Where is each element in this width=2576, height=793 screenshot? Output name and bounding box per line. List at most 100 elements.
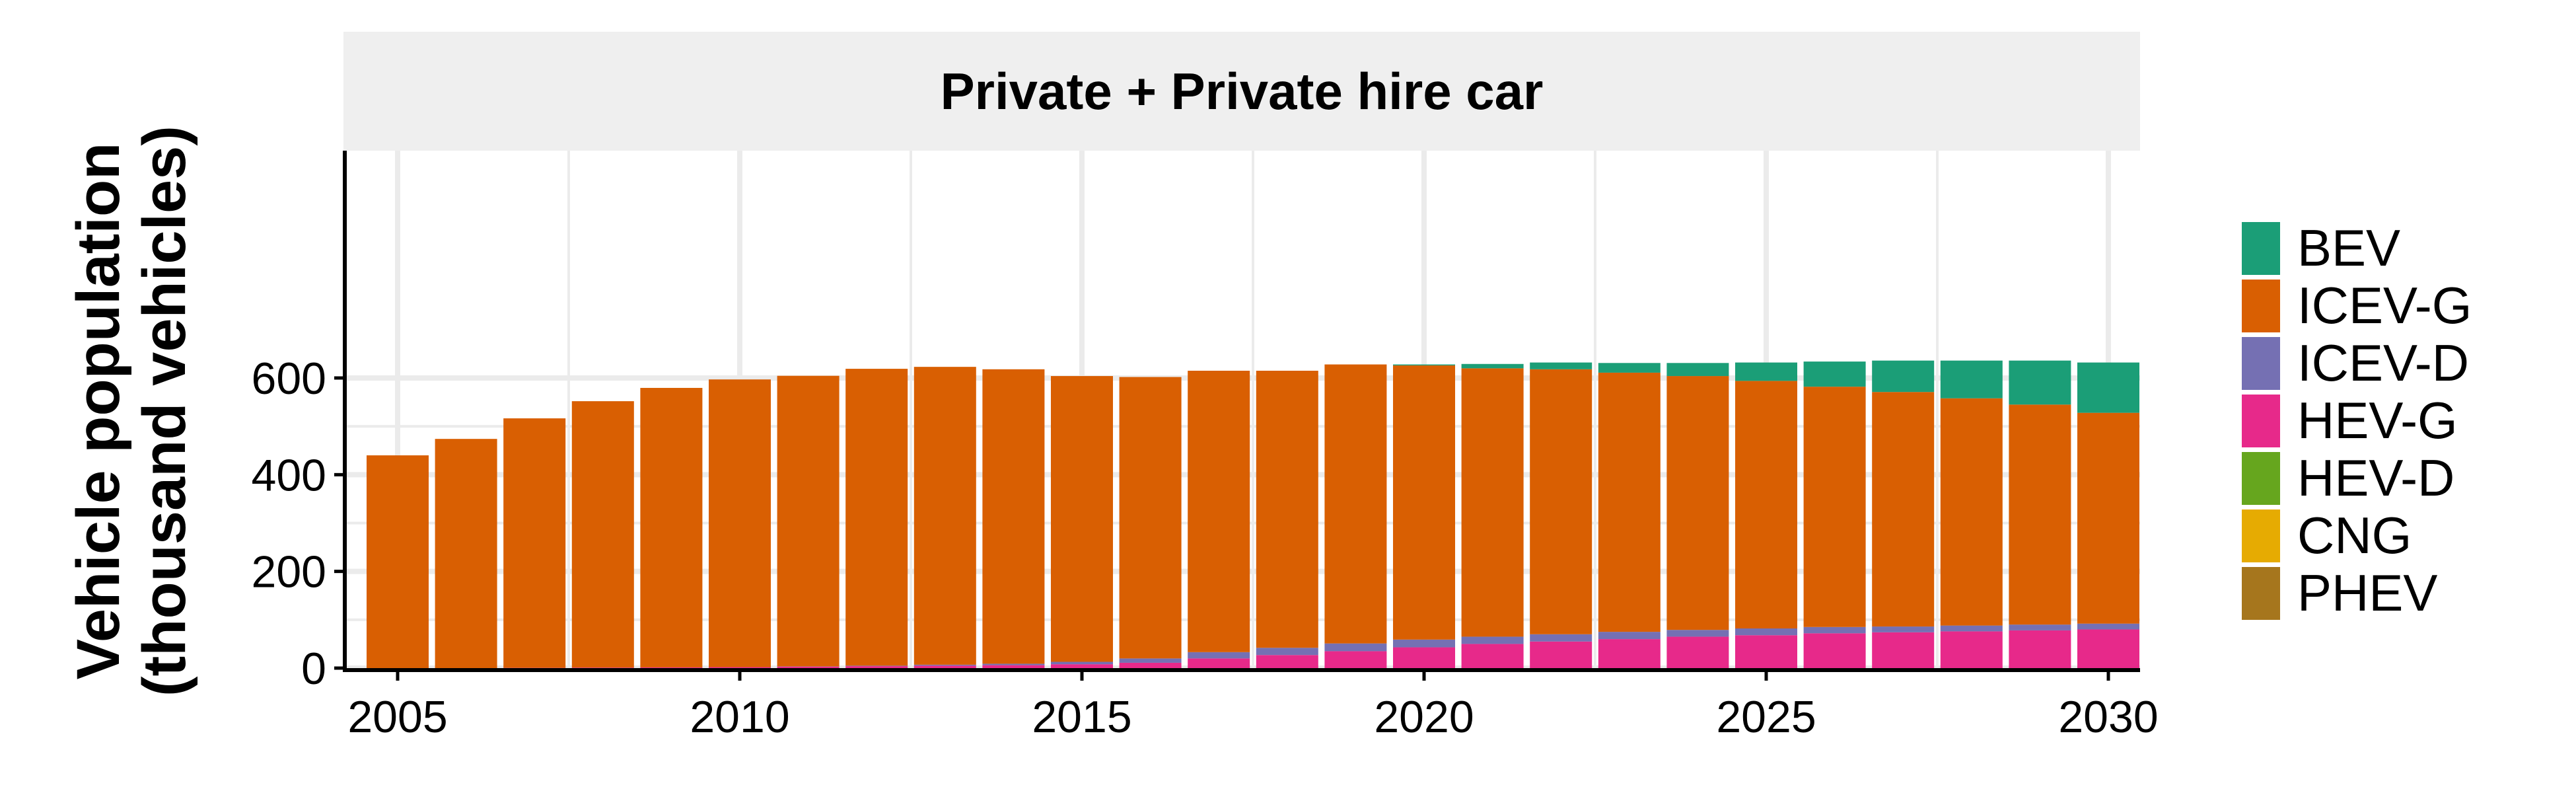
y-tick-label: 0	[301, 644, 326, 694]
bar-segment-hev-g-2020	[1393, 647, 1455, 668]
x-ticks: 2005 2010 2015 2020 2025 2030	[347, 670, 2159, 742]
bars	[367, 360, 2139, 668]
legend-swatch-icev-d	[2242, 337, 2280, 390]
bar-segment-icev-g-2022	[1530, 369, 1592, 634]
bar-segment-bev-2030	[2077, 362, 2139, 413]
y-axis-title: Vehicle population (thousand vehicles)	[65, 126, 198, 697]
bar-segment-icev-d-2015	[1051, 661, 1113, 665]
y-axis-title-line1: Vehicle population	[65, 143, 132, 680]
facet-title: Private + Private hire car	[941, 62, 1544, 120]
bar-segment-icev-g-2026	[1803, 387, 1866, 627]
bar-segment-icev-g-2016	[1119, 377, 1182, 659]
x-tick-label: 2025	[1716, 692, 1816, 742]
bar-segment-hev-g-2024	[1666, 636, 1729, 668]
bar-segment-icev-g-2008	[571, 401, 634, 668]
legend-swatch-phev	[2242, 567, 2280, 620]
bar-segment-icev-g-2020	[1393, 365, 1455, 640]
bar-segment-icev-g-2023	[1598, 372, 1661, 632]
bar-segment-bev-2029	[2009, 360, 2071, 405]
legend-label-hev-d: HEV-D	[2297, 449, 2454, 507]
bar-segment-bev-2023	[1598, 363, 1661, 373]
bar-segment-hev-g-2012	[845, 666, 908, 668]
bar-segment-hev-g-2009	[640, 667, 703, 668]
bar-segment-icev-d-2012	[845, 665, 908, 667]
bar-segment-hev-g-2027	[1872, 632, 1935, 668]
bar-segment-icev-d-2020	[1393, 639, 1455, 648]
legend-label-icev-d: ICEV-D	[2297, 334, 2469, 392]
bar-segment-hev-g-2015	[1051, 664, 1113, 668]
bar-segment-icev-g-2028	[1940, 398, 2003, 626]
bar-segment-icev-g-2012	[845, 369, 908, 666]
bar-segment-icev-d-2021	[1461, 636, 1524, 644]
bar-segment-icev-d-2014	[982, 663, 1045, 665]
bar-segment-hev-g-2018	[1256, 655, 1318, 668]
y-tick-label: 600	[252, 354, 326, 404]
bar-segment-icev-d-2019	[1324, 643, 1387, 652]
bar-segment-icev-d-2016	[1119, 658, 1182, 663]
bar-segment-icev-d-2018	[1256, 648, 1318, 656]
bar-segment-icev-g-2014	[982, 369, 1045, 664]
bar-segment-hev-g-2030	[2077, 629, 2139, 668]
bar-segment-icev-d-2027	[1872, 626, 1935, 632]
bar-segment-hev-g-2011	[777, 666, 840, 668]
legend-swatch-icev-g	[2242, 280, 2280, 332]
bar-segment-bev-2020	[1393, 364, 1455, 365]
legend-label-icev-g: ICEV-G	[2297, 276, 2472, 334]
bar-segment-hev-g-2014	[982, 665, 1045, 668]
bar-segment-icev-g-2027	[1872, 392, 1935, 627]
bar-segment-bev-2026	[1803, 361, 1866, 387]
bar-segment-icev-d-2030	[2077, 623, 2139, 630]
legend-swatch-cng	[2242, 510, 2280, 562]
x-tick-label: 2005	[347, 692, 447, 742]
axes	[343, 151, 2140, 672]
bar-segment-bev-2024	[1666, 363, 1729, 377]
bar-segment-icev-g-2029	[2009, 404, 2071, 625]
bar-segment-hev-g-2028	[1940, 631, 2003, 668]
bar-segment-bev-2022	[1530, 362, 1592, 369]
bar-segment-hev-g-2017	[1188, 658, 1250, 668]
bar-segment-hev-g-2021	[1461, 644, 1524, 668]
bar-segment-icev-g-2015	[1051, 376, 1113, 662]
y-axis-title-line2: (thousand vehicles)	[131, 126, 198, 697]
bar-segment-icev-d-2028	[1940, 625, 2003, 632]
bar-segment-hev-g-2023	[1598, 639, 1661, 668]
bar-segment-bev-2021	[1461, 363, 1524, 369]
x-tick-label: 2010	[690, 692, 789, 742]
bar-segment-icev-g-2013	[913, 367, 976, 665]
legend-label-bev: BEV	[2297, 219, 2400, 277]
bar-segment-hev-g-2013	[913, 665, 976, 668]
facet-strip	[343, 32, 2140, 151]
x-tick-label: 2030	[2058, 692, 2158, 742]
legend-label-phev: PHEV	[2297, 564, 2437, 622]
bar-segment-icev-d-2025	[1735, 628, 1797, 636]
bar-segment-icev-g-2030	[2077, 412, 2139, 624]
bar-segment-icev-g-2019	[1324, 364, 1387, 644]
bar-segment-icev-g-2011	[777, 375, 840, 667]
legend-swatch-hev-g	[2242, 395, 2280, 447]
y-tick-label: 400	[252, 450, 326, 500]
bar-segment-icev-g-2017	[1188, 371, 1250, 652]
bar-segment-icev-d-2023	[1598, 632, 1661, 640]
bar-segment-hev-g-2019	[1324, 651, 1387, 668]
legend-label-cng: CNG	[2297, 506, 2412, 564]
y-tick-label: 200	[252, 547, 326, 597]
bar-segment-icev-g-2021	[1461, 368, 1524, 637]
legend-label-hev-g: HEV-G	[2297, 391, 2458, 449]
legend-swatch-bev	[2242, 222, 2280, 275]
bar-segment-bev-2028	[1940, 360, 2003, 398]
bar-segment-icev-g-2006	[435, 439, 497, 668]
bar-segment-icev-g-2025	[1735, 381, 1797, 629]
bar-segment-hev-g-2010	[709, 667, 771, 668]
bar-segment-hev-g-2026	[1803, 633, 1866, 668]
bar-segment-icev-d-2022	[1530, 634, 1592, 642]
bar-segment-hev-g-2016	[1119, 662, 1182, 668]
bar-segment-icev-d-2024	[1666, 630, 1729, 637]
bar-segment-icev-g-2009	[640, 387, 703, 667]
legend-swatch-hev-d	[2242, 452, 2280, 505]
bar-segment-icev-g-2005	[367, 455, 429, 668]
x-tick-label: 2015	[1032, 692, 1131, 742]
bar-segment-bev-2027	[1872, 360, 1935, 393]
x-tick-label: 2020	[1374, 692, 1474, 742]
bar-segment-bev-2025	[1735, 362, 1797, 381]
bar-segment-hev-g-2008	[571, 667, 634, 668]
